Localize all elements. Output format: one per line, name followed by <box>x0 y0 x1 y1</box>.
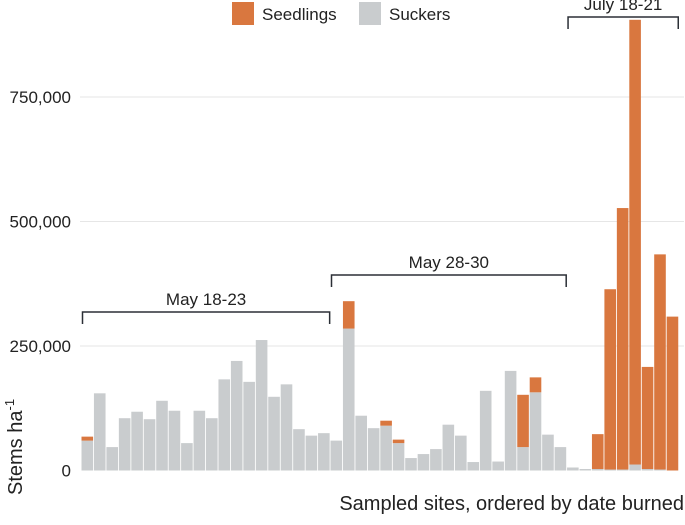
bar-suckers <box>616 469 629 471</box>
bar-suckers <box>467 462 480 471</box>
bar-suckers <box>380 425 392 471</box>
bar-suckers <box>604 469 616 471</box>
bar-seedlings <box>666 316 679 471</box>
bar-suckers <box>442 424 455 471</box>
legend: Seedlings Suckers <box>232 2 450 25</box>
bar-suckers <box>591 469 604 471</box>
bar-seedlings <box>654 254 666 470</box>
bar-suckers <box>156 400 168 471</box>
bar-suckers <box>318 433 330 471</box>
bar-suckers <box>579 469 592 471</box>
bar-suckers <box>504 370 517 471</box>
annotations-layer: May 18-23 May 28-30 July 18-21 <box>81 0 679 324</box>
bar-seedlings <box>380 420 392 426</box>
bar-suckers <box>131 411 143 471</box>
date-range-label: July 18-21 <box>584 0 662 14</box>
bar-suckers <box>243 381 255 471</box>
bar-suckers <box>293 429 305 471</box>
y-axis-label-base: Stems ha <box>5 410 27 495</box>
bar-suckers <box>641 469 654 471</box>
legend-swatch-suckers <box>359 2 381 25</box>
bar-suckers <box>430 449 442 471</box>
y-tick-label: 250,000 <box>10 337 71 356</box>
bar-seedlings <box>392 439 405 444</box>
bar-suckers <box>118 418 131 471</box>
date-range-label: May 28-30 <box>409 253 489 272</box>
y-axis-label: Stems ha-1 <box>2 399 27 495</box>
bar-suckers <box>542 434 554 471</box>
date-range-bracket <box>330 274 567 287</box>
bar-seedlings <box>591 434 604 470</box>
bar-suckers <box>206 418 218 471</box>
bar-suckers <box>280 384 293 471</box>
bar-suckers <box>492 461 504 471</box>
bar-suckers <box>230 360 243 471</box>
bar-suckers <box>367 428 380 471</box>
bar-suckers <box>193 410 206 471</box>
bar-suckers <box>455 435 467 471</box>
y-axis-label-superscript: -1 <box>2 399 17 411</box>
bar-suckers <box>529 392 542 471</box>
bar-seedlings <box>517 394 529 448</box>
grid-layer <box>80 96 684 347</box>
legend-label-suckers: Suckers <box>389 5 450 24</box>
y-tick-label: 750,000 <box>10 88 71 107</box>
bar-suckers <box>218 379 231 471</box>
bar-suckers <box>268 396 280 471</box>
bar-suckers <box>305 435 318 471</box>
bar-seedlings <box>604 289 616 470</box>
bar-suckers <box>554 447 567 471</box>
bar-suckers <box>93 393 106 471</box>
legend-label-seedlings: Seedlings <box>262 5 337 24</box>
bar-suckers <box>181 443 193 471</box>
bar-seedlings <box>629 19 641 465</box>
bar-suckers <box>255 340 268 471</box>
bar-suckers <box>479 390 492 471</box>
x-axis-label: Sampled sites, ordered by date burned <box>339 493 684 515</box>
bar-suckers <box>355 415 367 471</box>
y-tick-label: 500,000 <box>10 213 71 232</box>
bar-suckers <box>405 458 417 471</box>
bar-suckers <box>81 440 94 471</box>
bar-suckers <box>143 419 156 471</box>
bar-suckers <box>330 440 343 471</box>
bar-suckers <box>417 454 430 471</box>
bar-suckers <box>392 443 405 471</box>
date-range-label: May 18-23 <box>166 290 246 309</box>
bar-seedlings <box>81 436 94 441</box>
bar-seedlings <box>529 377 542 393</box>
bar-suckers <box>106 447 118 471</box>
legend-swatch-seedlings <box>232 2 254 25</box>
y-axis-tick-labels: 0 250,000 500,000 750,000 <box>10 88 71 481</box>
y-tick-label: 0 <box>62 462 71 481</box>
bar-suckers <box>168 410 181 471</box>
bar-suckers <box>342 328 355 471</box>
date-range-bracket <box>567 16 679 29</box>
bars-layer <box>81 19 679 471</box>
bar-seedlings <box>641 366 654 470</box>
bar-seedlings <box>342 301 355 329</box>
bar-suckers <box>654 469 666 471</box>
bar-suckers <box>629 464 641 471</box>
bar-suckers <box>567 467 579 471</box>
date-range-bracket <box>81 311 331 324</box>
bar-seedlings <box>616 208 629 470</box>
bar-suckers <box>517 447 529 471</box>
